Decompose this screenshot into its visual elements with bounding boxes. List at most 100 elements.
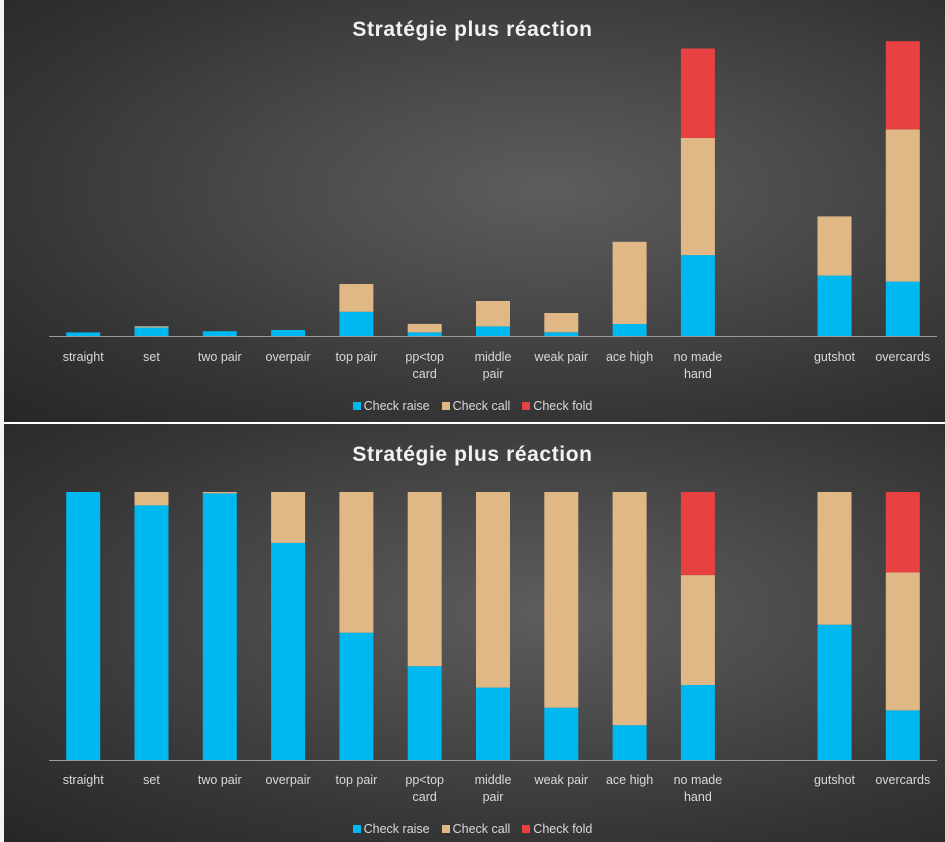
x-tick-label: pp<top	[405, 350, 444, 364]
x-tick-label: middle	[475, 350, 512, 364]
bar-check-raise[interactable]	[271, 542, 306, 760]
x-tick-label: pair	[483, 367, 504, 381]
bar-check-raise[interactable]	[407, 666, 442, 760]
x-tick-label: top pair	[336, 350, 378, 364]
x-tick-label: ace high	[606, 350, 653, 364]
bar-check-raise[interactable]	[544, 332, 579, 336]
legend-item-check-fold[interactable]: Check fold	[522, 399, 592, 413]
x-tick-label: set	[143, 773, 160, 787]
x-tick-label: no made	[674, 773, 723, 787]
bar-check-raise[interactable]	[66, 332, 101, 336]
x-tick-label: card	[413, 790, 437, 804]
x-tick-label: middle	[475, 773, 512, 787]
x-tick-label: overcards	[875, 773, 930, 787]
bar-check-raise[interactable]	[134, 505, 169, 760]
x-tick-label: overcards	[875, 350, 930, 364]
legend-item-check-raise[interactable]: Check raise	[352, 399, 430, 413]
legend-swatch	[352, 825, 361, 833]
bar-check-call[interactable]	[476, 492, 510, 688]
legend-label: Check call	[452, 822, 511, 836]
bar-check-raise[interactable]	[680, 255, 715, 336]
x-tick-label: overpair	[266, 773, 311, 787]
legend-swatch	[522, 825, 531, 833]
legend-item-check-call[interactable]: Check call	[441, 822, 511, 836]
bar-check-fold[interactable]	[680, 492, 715, 576]
bar-check-call[interactable]	[134, 492, 169, 506]
bar-check-call[interactable]	[407, 492, 442, 667]
bar-check-call[interactable]	[680, 575, 715, 685]
bar-check-call[interactable]	[339, 492, 374, 633]
x-tick-label: weak pair	[534, 773, 589, 787]
legend-item-check-fold[interactable]: Check fold	[522, 822, 592, 836]
window-edge	[0, 0, 4, 842]
bar-check-fold[interactable]	[680, 48, 715, 138]
x-tick-label: gutshot	[814, 350, 856, 364]
bar-check-raise[interactable]	[339, 632, 374, 760]
legend-swatch	[522, 402, 531, 410]
x-tick-label: hand	[684, 367, 712, 381]
bar-check-raise[interactable]	[66, 492, 101, 760]
bar-check-raise[interactable]	[612, 323, 647, 336]
bar-check-call[interactable]	[339, 284, 374, 312]
bar-check-fold[interactable]	[885, 492, 920, 573]
bar-check-raise[interactable]	[817, 624, 852, 760]
bar-check-call[interactable]	[612, 492, 647, 726]
legend-label: Check raise	[363, 399, 430, 413]
legend-item-check-raise[interactable]: Check raise	[352, 822, 430, 836]
bar-check-call[interactable]	[202, 492, 237, 494]
bar-check-call[interactable]	[885, 572, 920, 711]
bar-check-raise[interactable]	[544, 707, 579, 760]
bar-check-call[interactable]	[885, 129, 920, 282]
x-tick-label: straight	[63, 773, 105, 787]
chart-top[interactable]: Stratégie plus réaction straight set two p…	[0, 0, 945, 422]
x-tick-label: ace high	[606, 773, 653, 787]
bar-check-call[interactable]	[476, 301, 510, 327]
x-tick-label: straight	[63, 350, 105, 364]
legend-label: Check call	[452, 399, 511, 413]
bar-check-call[interactable]	[134, 326, 169, 328]
bar-check-raise[interactable]	[680, 685, 715, 760]
bar-check-call[interactable]	[680, 137, 715, 256]
bar-check-raise[interactable]	[476, 326, 510, 336]
x-tick-label: weak pair	[534, 350, 589, 364]
bar-check-raise[interactable]	[407, 332, 442, 336]
x-tick-label: card	[413, 367, 437, 381]
legend-swatch	[441, 825, 450, 833]
bar-check-raise[interactable]	[339, 311, 374, 336]
bar-check-call[interactable]	[544, 492, 579, 708]
x-tick-label: hand	[684, 790, 712, 804]
x-tick-label: pair	[483, 790, 504, 804]
bar-check-call[interactable]	[817, 492, 852, 625]
chart-plot-area: straight set two pair overpair top pair pp<to…	[49, 492, 937, 804]
bar-check-fold[interactable]	[885, 41, 920, 130]
chart-title: Stratégie plus réaction	[352, 18, 593, 41]
chart-legend: Check raise Check call Check fold	[0, 399, 945, 413]
bar-check-raise[interactable]	[476, 687, 510, 760]
bar-check-raise[interactable]	[885, 281, 920, 336]
x-tick-label: pp<top	[405, 773, 444, 787]
legend-item-check-call[interactable]: Check call	[441, 399, 511, 413]
x-tick-label: set	[143, 350, 160, 364]
x-tick-label: no made	[674, 350, 723, 364]
legend-label: Check fold	[533, 399, 593, 413]
chart-bottom[interactable]: Stratégie plus réaction straight set two p…	[0, 424, 945, 842]
x-tick-label: two pair	[198, 350, 242, 364]
bar-check-raise[interactable]	[271, 330, 306, 336]
x-tick-label: two pair	[198, 773, 242, 787]
x-tick-label: overpair	[266, 350, 311, 364]
bar-check-raise[interactable]	[885, 710, 920, 760]
chart-title: Stratégie plus réaction	[352, 443, 593, 466]
bar-check-call[interactable]	[544, 313, 579, 333]
bar-check-call[interactable]	[612, 241, 647, 324]
bar-check-raise[interactable]	[612, 725, 647, 760]
bar-check-call[interactable]	[817, 216, 852, 276]
bar-check-raise[interactable]	[134, 327, 169, 337]
legend-swatch	[352, 402, 361, 410]
chart-plot-area: straight set two pair overpair top pair pp<to…	[49, 41, 937, 381]
bar-check-call[interactable]	[407, 323, 442, 333]
bar-check-raise[interactable]	[202, 331, 237, 336]
bar-check-raise[interactable]	[817, 275, 852, 336]
bar-check-raise[interactable]	[202, 493, 237, 760]
bar-check-call[interactable]	[271, 492, 306, 543]
